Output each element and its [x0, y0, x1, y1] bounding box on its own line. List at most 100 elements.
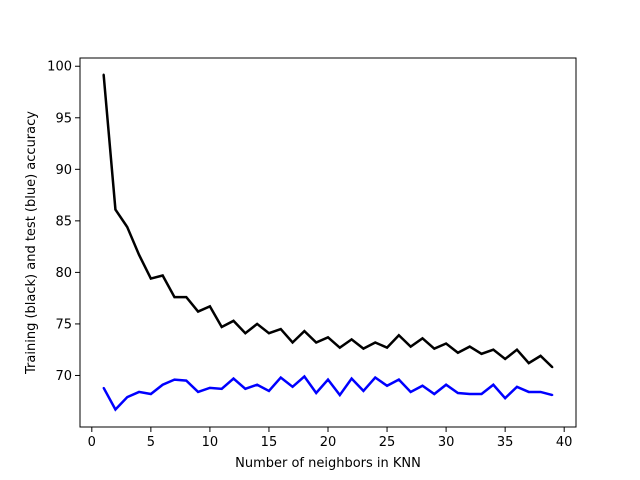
- series-2-point: [208, 386, 211, 389]
- series-1-point: [409, 345, 412, 348]
- series-1-point: [456, 351, 459, 354]
- series-1-point: [197, 310, 200, 313]
- x-axis-label: Number of neighbors in KNN: [235, 456, 421, 471]
- series-1-point: [527, 362, 530, 365]
- x-axis-ticks: 0 5 10 15 20 25 30 35 40: [88, 427, 573, 450]
- series-2-point: [409, 390, 412, 393]
- series-1-point: [374, 341, 377, 344]
- series-2-point: [551, 394, 554, 397]
- series-1-point: [468, 345, 471, 348]
- y-tick-label: 100: [47, 60, 72, 75]
- series-2-point: [244, 387, 247, 390]
- series-1-point: [445, 342, 448, 345]
- series-2-point: [315, 391, 318, 394]
- x-tick-label: 0: [88, 435, 96, 450]
- series-2-point: [161, 383, 164, 386]
- series-2-point: [338, 394, 341, 397]
- series-2-point: [138, 390, 141, 393]
- x-tick-label: 25: [379, 435, 396, 450]
- series-1-point: [138, 253, 141, 256]
- y-tick-label: 95: [55, 111, 72, 126]
- series-1-point: [208, 305, 211, 308]
- series-1-point: [114, 208, 117, 211]
- series-2-point: [456, 391, 459, 394]
- series-1-point: [327, 336, 329, 339]
- series-1-point: [492, 348, 495, 351]
- series-1-point: [185, 296, 188, 299]
- series-2-point: [149, 393, 152, 396]
- x-tick-label: 20: [320, 435, 337, 450]
- series-1-point: [303, 330, 306, 333]
- series-2-point: [539, 390, 542, 393]
- x-tick-label: 10: [202, 435, 219, 450]
- series-2-point: [374, 376, 377, 379]
- series-2-point: [197, 390, 200, 393]
- series-2-point: [220, 387, 223, 390]
- series-2-point: [421, 384, 424, 387]
- series-2-point: [362, 389, 365, 392]
- series-1-point: [244, 332, 247, 335]
- series-2-point: [267, 389, 270, 392]
- series-1-point: [504, 357, 507, 360]
- series-1-point: [102, 73, 105, 76]
- y-tick-label: 80: [55, 266, 72, 281]
- plot-frame: [79, 57, 577, 428]
- series-2-point: [291, 385, 294, 388]
- series-2-point: [185, 379, 188, 382]
- series-1-point: [515, 348, 518, 351]
- series-1-point: [291, 341, 294, 344]
- x-tick-label: 5: [147, 435, 155, 450]
- series-2-point: [492, 383, 495, 386]
- series-2-point: [386, 384, 389, 387]
- series-2-point: [527, 390, 530, 393]
- series-2-point: [279, 376, 282, 379]
- x-tick-label: 30: [438, 435, 455, 450]
- series-2-point: [256, 383, 259, 386]
- series-1-point: [279, 328, 282, 331]
- series-1-point: [338, 346, 341, 349]
- series-2-point: [480, 393, 483, 396]
- series-2-point: [303, 375, 306, 378]
- x-tick-label: 35: [497, 435, 514, 450]
- series-layer: [102, 73, 554, 412]
- series-1-point: [315, 341, 318, 344]
- series-2-point: [445, 383, 448, 386]
- series-1-point: [126, 226, 129, 229]
- series-1-point: [267, 332, 270, 335]
- x-tick-label: 15: [261, 435, 278, 450]
- series-2-point: [327, 378, 329, 381]
- series-2-point: [102, 386, 105, 389]
- y-axis-ticks: 70 75 80 85 90 95 100: [47, 60, 80, 384]
- series-1-point: [397, 334, 400, 337]
- y-axis-label: Training (black) and test (blue) accurac…: [24, 111, 39, 375]
- series-2-point: [397, 378, 400, 381]
- series-1-point: [161, 274, 164, 277]
- series-1-point: [421, 337, 424, 340]
- x-tick-label: 40: [556, 435, 573, 450]
- y-tick-label: 75: [55, 317, 72, 332]
- y-tick-label: 90: [55, 163, 72, 178]
- series-1-point: [220, 326, 223, 329]
- series-2-point: [173, 378, 176, 381]
- series-1-point: [480, 352, 483, 355]
- y-tick-label: 70: [55, 369, 72, 384]
- series-1-point: [350, 338, 353, 341]
- series-1-point: [149, 277, 152, 280]
- series-2-point: [350, 377, 353, 380]
- y-tick-label: 85: [55, 214, 72, 229]
- series-2-point: [433, 393, 436, 396]
- series-2-point: [468, 393, 471, 396]
- series-1-point: [232, 319, 235, 322]
- series-1-point: [433, 347, 436, 350]
- series-1-point: [386, 346, 389, 349]
- series-2-point: [114, 408, 117, 411]
- series-2-point: [232, 377, 235, 380]
- series-1-point: [539, 354, 542, 357]
- series-2-point: [515, 385, 518, 388]
- series-1-point: [256, 322, 259, 325]
- series-2-point: [504, 397, 507, 400]
- series-1-point: [173, 296, 176, 299]
- series-2-point: [126, 396, 129, 399]
